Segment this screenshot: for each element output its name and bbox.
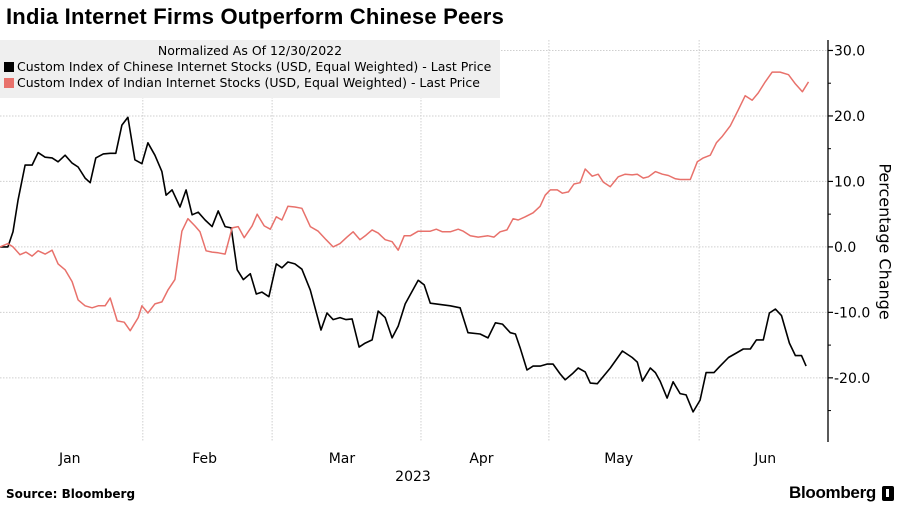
y-axis-label: Percentage Change [875, 163, 895, 320]
legend-item-chinese: Custom Index of Chinese Internet Stocks … [0, 59, 500, 75]
x-tick-label: Apr [469, 451, 493, 467]
x-tick-label: Jun [753, 451, 776, 467]
legend-swatch-red [4, 78, 14, 88]
legend-item-indian: Custom Index of Indian Internet Stocks (… [0, 75, 500, 91]
x-axis-labels: Jan Feb Mar Apr May Jun [58, 451, 776, 467]
x-tick-label: May [604, 451, 633, 467]
legend-label: Custom Index of Indian Internet Stocks (… [17, 75, 480, 90]
bloomberg-logo: Bloomberg [788, 483, 876, 502]
x-tick-label: Feb [192, 451, 217, 467]
legend-swatch-black [4, 62, 14, 72]
x-tick-label: Mar [329, 451, 356, 467]
y-tick-label: 20.0 [834, 109, 865, 125]
series-line-indian [0, 71, 810, 332]
y-tick-label: 10.0 [834, 174, 865, 190]
x-tick-label: Jan [58, 451, 81, 467]
legend: Normalized As Of 12/30/2022 Custom Index… [0, 40, 500, 98]
bloomberg-terminal-icon [882, 486, 894, 501]
chart-title: India Internet Firms Outperform Chinese … [6, 4, 505, 29]
series-lines [0, 71, 810, 413]
y-tick-label: 0.0 [834, 240, 856, 256]
source-note: Source: Bloomberg [6, 487, 136, 501]
y-tick-label: -10.0 [834, 305, 870, 321]
legend-subtitle: Normalized As Of 12/30/2022 [157, 43, 343, 58]
y-tick-label: 30.0 [834, 43, 865, 59]
y-axis: 30.0 20.0 10.0 0.0 -10.0 -20.0 [827, 40, 870, 442]
legend-label: Custom Index of Chinese Internet Stocks … [17, 59, 492, 74]
series-line-chinese [0, 116, 807, 413]
y-tick-label: -20.0 [834, 371, 870, 387]
x-axis-year-label: 2023 [395, 469, 431, 485]
grid-lines [0, 40, 828, 442]
